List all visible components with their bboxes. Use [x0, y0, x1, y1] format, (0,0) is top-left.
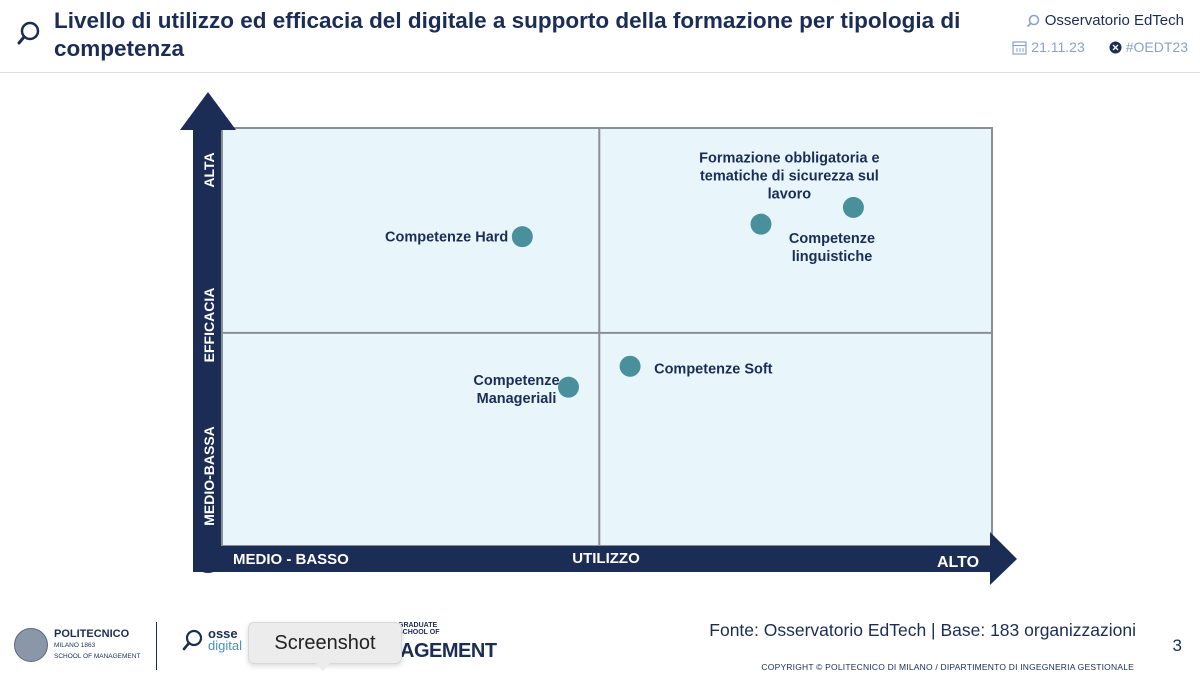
axis-origin: [193, 543, 223, 573]
x-logo-icon: [1109, 41, 1122, 53]
hashtag-block: #OEDT23: [1109, 39, 1188, 55]
y-low-label: MEDIO-BASSA: [201, 426, 217, 526]
gsom-small: GRADUATE SCHOOL OF: [398, 622, 440, 636]
data-point: [558, 376, 579, 398]
chart-axes: ALTA EFFICACIA MEDIO-BASSA MEDIO - BASSO…: [180, 92, 1017, 585]
y-high-label: ALTA: [201, 152, 217, 187]
data-point-label: Competenze Hard: [385, 230, 508, 246]
polimi-seal-icon: [14, 628, 48, 662]
quadrant-background: [221, 127, 993, 547]
osservatori-sub: digital: [208, 638, 242, 653]
magnifier-small-icon: [1026, 14, 1040, 27]
data-point: [619, 355, 641, 377]
slide-footer: POLITECNICO MILANO 1863 SCHOOL OF MANAGE…: [0, 600, 1200, 677]
page-number: 3: [1172, 636, 1182, 655]
date-text: 21.11.23: [1031, 39, 1085, 55]
hashtag-text: #OEDT23: [1125, 39, 1188, 55]
y-axis-arrow: [180, 92, 236, 572]
x-low-label: MEDIO - BASSO: [233, 551, 349, 568]
data-point-label: Competenze Soft: [654, 361, 773, 377]
source-note: Fonte: Osservatorio EdTech | Base: 183 o…: [709, 620, 1136, 640]
screenshot-tooltip: Screenshot: [248, 622, 402, 664]
slide-header: Livello di utilizzo ed efficacia del dig…: [0, 0, 1200, 73]
date-block: 21.11.23: [1012, 39, 1085, 55]
osservatori-magnifier-icon: [182, 629, 203, 651]
polimi-name: POLITECNICO: [54, 627, 130, 640]
osservatori-logo: osse digital: [182, 626, 242, 653]
page-title: Livello di utilizzo ed efficacia del dig…: [54, 8, 961, 61]
header-meta: 21.11.23 #OEDT23: [1012, 39, 1188, 55]
data-point-label: Competenze Manageriali: [473, 373, 559, 407]
footer-divider: [156, 622, 157, 670]
magnifier-logo-icon: [17, 21, 40, 45]
data-points: Formazione obbligatoria e tematiche di si…: [385, 150, 880, 407]
data-point: [842, 196, 864, 218]
osservatori-name: osse: [208, 626, 238, 641]
quadrant-area: [221, 127, 993, 547]
matrix-chart: ALTA EFFICACIA MEDIO-BASSA MEDIO - BASSO…: [180, 92, 1017, 585]
copyright-note: COPYRIGHT © POLITECNICO DI MILANO / DIPA…: [761, 662, 1134, 672]
y-axis-label: EFFICACIA: [201, 288, 217, 363]
data-point-label: Formazione obbligatoria e tematiche di si…: [699, 150, 879, 202]
polimi-sub2: SCHOOL OF MANAGEMENT: [54, 652, 141, 660]
data-point: [511, 226, 533, 248]
tooltip-tail: [316, 663, 330, 671]
polimi-sub1: MILANO 1863: [54, 641, 96, 649]
x-high-label: ALTO: [937, 554, 979, 571]
data-point: [750, 213, 772, 235]
data-point-label: Competenze linguistiche: [789, 231, 875, 265]
x-axis-arrow: [193, 532, 1017, 585]
brand-name: Osservatorio EdTech: [1044, 12, 1184, 29]
calendar-icon: [1012, 40, 1027, 55]
polimi-logo: POLITECNICO MILANO 1863 SCHOOL OF MANAGE…: [14, 628, 140, 662]
brand-label: Osservatorio EdTech: [1026, 12, 1184, 29]
x-axis-label: UTILIZZO: [572, 550, 640, 567]
